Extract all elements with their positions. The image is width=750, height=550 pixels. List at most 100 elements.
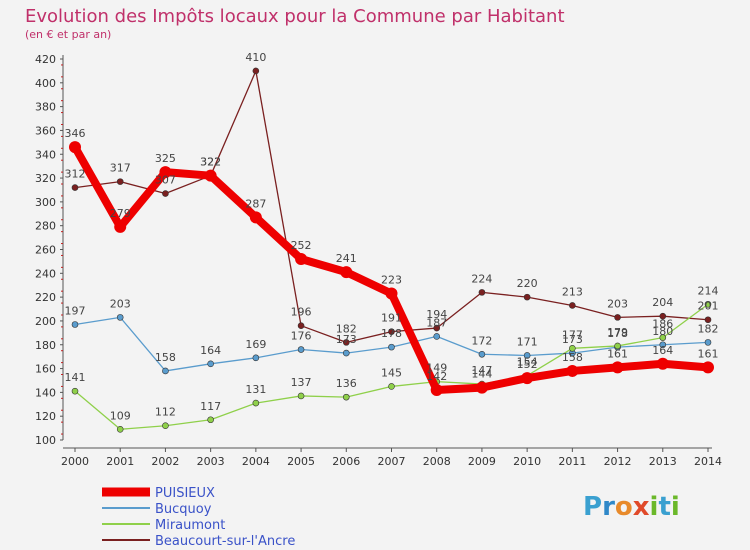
data-point — [71, 321, 79, 328]
data-point — [69, 141, 81, 154]
data-point — [388, 383, 395, 390]
x-tick-label: 2001 — [106, 455, 134, 468]
data-point — [569, 302, 576, 309]
data-label: 173 — [336, 333, 357, 346]
data-label: 172 — [471, 334, 492, 347]
data-point — [207, 360, 214, 368]
data-label: 196 — [291, 306, 312, 319]
y-tick-label: 400 — [35, 77, 56, 90]
data-label: 191 — [381, 312, 402, 325]
data-point — [162, 367, 169, 375]
y-tick-label: 240 — [35, 267, 56, 280]
y-tick-label: 120 — [35, 410, 56, 423]
y-tick-label: 100 — [35, 434, 56, 447]
data-label: 203 — [110, 297, 131, 310]
y-tick-label: 260 — [35, 244, 56, 257]
legend-label: PUISIEUX — [155, 486, 215, 501]
x-tick-label: 2011 — [558, 455, 586, 468]
data-label: 346 — [65, 127, 86, 140]
y-tick-label: 180 — [35, 339, 56, 352]
data-label: 141 — [65, 371, 86, 384]
x-tick-label: 2006 — [332, 455, 360, 468]
data-point — [478, 289, 486, 296]
data-point — [430, 383, 443, 396]
data-point — [162, 422, 169, 430]
x-tick-label: 2004 — [242, 455, 270, 468]
data-label: 307 — [155, 174, 176, 187]
x-tick-label: 2013 — [649, 455, 677, 468]
data-point — [71, 387, 79, 395]
data-point — [340, 266, 353, 279]
legend-item-miraumont: Miraumont — [102, 518, 225, 533]
data-point — [614, 314, 621, 321]
data-point — [523, 352, 531, 359]
chart-subtitle: (en € et par an) — [25, 28, 111, 41]
data-label: 112 — [155, 406, 176, 419]
data-label: 131 — [245, 383, 266, 396]
data-labels: 312 317 307 322 410 196 182 191 194 224 220 213 203 2… — [65, 51, 719, 422]
data-label: 213 — [562, 285, 583, 298]
data-point — [569, 345, 576, 352]
data-label: 161 — [698, 347, 719, 360]
legend-label: Miraumont — [155, 518, 225, 533]
data-point — [704, 316, 712, 324]
legend-label: Beaucourt-sur-l'Ancre — [155, 534, 295, 549]
data-point — [159, 166, 172, 179]
data-point — [295, 253, 308, 266]
y-tick-label: 160 — [35, 363, 56, 376]
data-point — [116, 178, 124, 185]
data-label: 154 — [517, 356, 538, 369]
data-label: 197 — [65, 305, 86, 318]
chart-title: Evolution des Impôts locaux pour la Comm… — [25, 6, 565, 27]
data-point — [521, 372, 534, 385]
data-label: 180 — [652, 325, 673, 338]
data-point — [475, 381, 488, 394]
y-tick-label: 280 — [35, 220, 56, 233]
data-label: 147 — [471, 364, 492, 377]
brand-logo: Proxiti — [583, 492, 680, 522]
data-label: 164 — [200, 344, 221, 357]
data-label: 201 — [698, 300, 719, 313]
data-label: 161 — [607, 347, 628, 360]
data-point — [478, 350, 486, 358]
x-tick-label: 2009 — [468, 455, 496, 468]
data-point — [297, 392, 305, 400]
x-tick-label: 2000 — [61, 455, 89, 468]
y-tick-label: 360 — [35, 124, 56, 137]
data-label: 187 — [426, 316, 447, 329]
data-label: 224 — [471, 272, 492, 285]
legend-item-beaucourt-sur-l-ancre: Beaucourt-sur-l'Ancre — [102, 534, 295, 549]
series-layer — [69, 67, 714, 433]
data-label: 177 — [562, 328, 583, 341]
data-label: 176 — [291, 330, 312, 343]
data-point — [116, 314, 124, 321]
y-tick-label: 420 — [35, 53, 56, 66]
data-label: 252 — [291, 239, 312, 252]
data-point — [433, 324, 441, 332]
data-point — [523, 293, 531, 301]
data-label: 317 — [110, 162, 131, 175]
y-tick-label: 220 — [35, 291, 56, 304]
data-point — [659, 341, 667, 349]
data-point — [659, 334, 667, 341]
data-label: 173 — [562, 333, 583, 346]
data-label: 182 — [336, 322, 357, 335]
data-point — [388, 328, 395, 335]
data-label: 149 — [426, 362, 447, 375]
legend-item-puisieux: PUISIEUX — [102, 486, 215, 501]
data-point — [659, 312, 667, 320]
y-tick-label: 140 — [35, 386, 56, 399]
y-tick-label: 200 — [35, 315, 56, 328]
data-label: 194 — [426, 308, 447, 321]
y-tick-label: 380 — [35, 101, 56, 114]
data-point — [388, 343, 395, 351]
data-point — [297, 322, 305, 330]
data-point — [614, 342, 621, 350]
data-point — [252, 67, 260, 75]
data-point — [71, 184, 79, 191]
data-point — [702, 361, 714, 374]
data-label: 322 — [200, 156, 221, 169]
axes: 100 120 140 160 180 200 220 240 260 280 300 320 340 3… — [35, 53, 722, 468]
series-puisieux — [69, 141, 714, 396]
